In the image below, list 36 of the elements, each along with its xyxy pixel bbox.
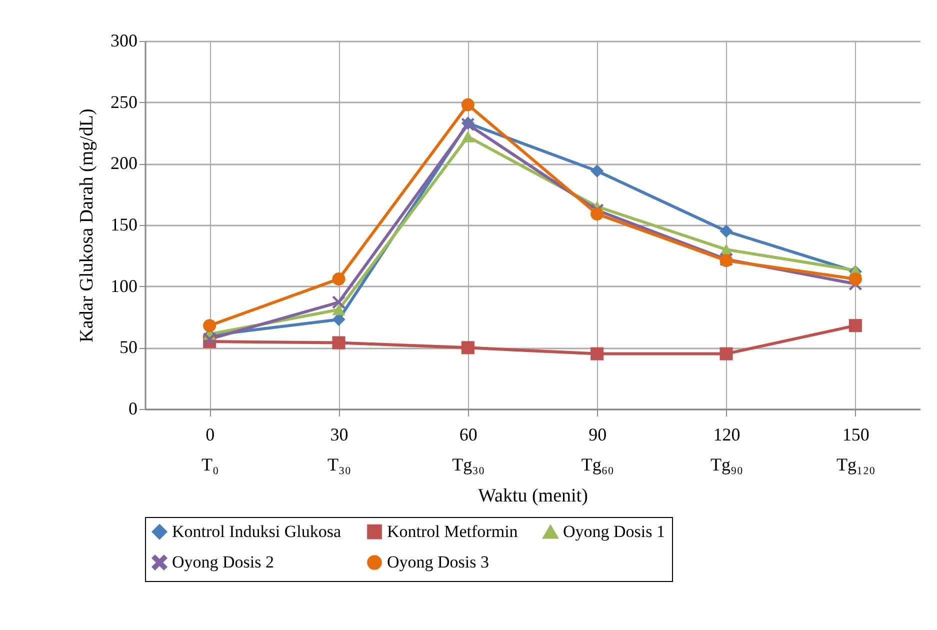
legend-label: Kontrol Induksi Glukosa: [172, 522, 342, 541]
legend-label: Kontrol Metformin: [387, 522, 518, 541]
point: [203, 319, 216, 332]
point: [332, 296, 346, 309]
y-tick-label: 0: [128, 398, 138, 418]
point: [720, 347, 733, 360]
point: [461, 131, 474, 142]
point: [203, 332, 216, 346]
point: [848, 272, 862, 286]
y-tick-label: 100: [110, 276, 138, 296]
y-axis-title: Kadar Glukosa Darah (mg/dL): [76, 108, 98, 342]
point: [461, 341, 474, 354]
point: [590, 347, 604, 360]
y-tick-label: 50: [120, 337, 138, 358]
point: [848, 319, 862, 332]
x-tick-label: 120 Tg₉₀: [710, 424, 744, 474]
point: [590, 207, 604, 220]
point: [720, 224, 733, 238]
point: [332, 304, 346, 316]
x-axis-title: Waktu (menit): [478, 486, 588, 506]
y-tick-label: 300: [110, 30, 138, 50]
point: [332, 336, 346, 350]
point: [590, 164, 604, 178]
x-tick-label: 60 Tg₃₀: [452, 424, 485, 474]
point: [332, 272, 346, 286]
y-tick-label: 150: [110, 214, 138, 234]
x-tick-label: 30 T₃₀: [327, 424, 352, 474]
legend-label: Oyong Dosis 1: [563, 522, 666, 542]
legend-label: Oyong Dosis 3: [387, 552, 490, 572]
x-tick-label: 0 T₀: [201, 424, 219, 474]
legend-label: Oyong Dosis 2: [172, 552, 274, 572]
point: [461, 98, 474, 112]
x-tick-label: 150 Tg₁₂₀: [836, 424, 876, 474]
x-tick-label: 90 Tg₆₀: [581, 424, 614, 474]
y-tick-label: 250: [110, 92, 138, 112]
y-tick-label: 200: [110, 153, 138, 174]
